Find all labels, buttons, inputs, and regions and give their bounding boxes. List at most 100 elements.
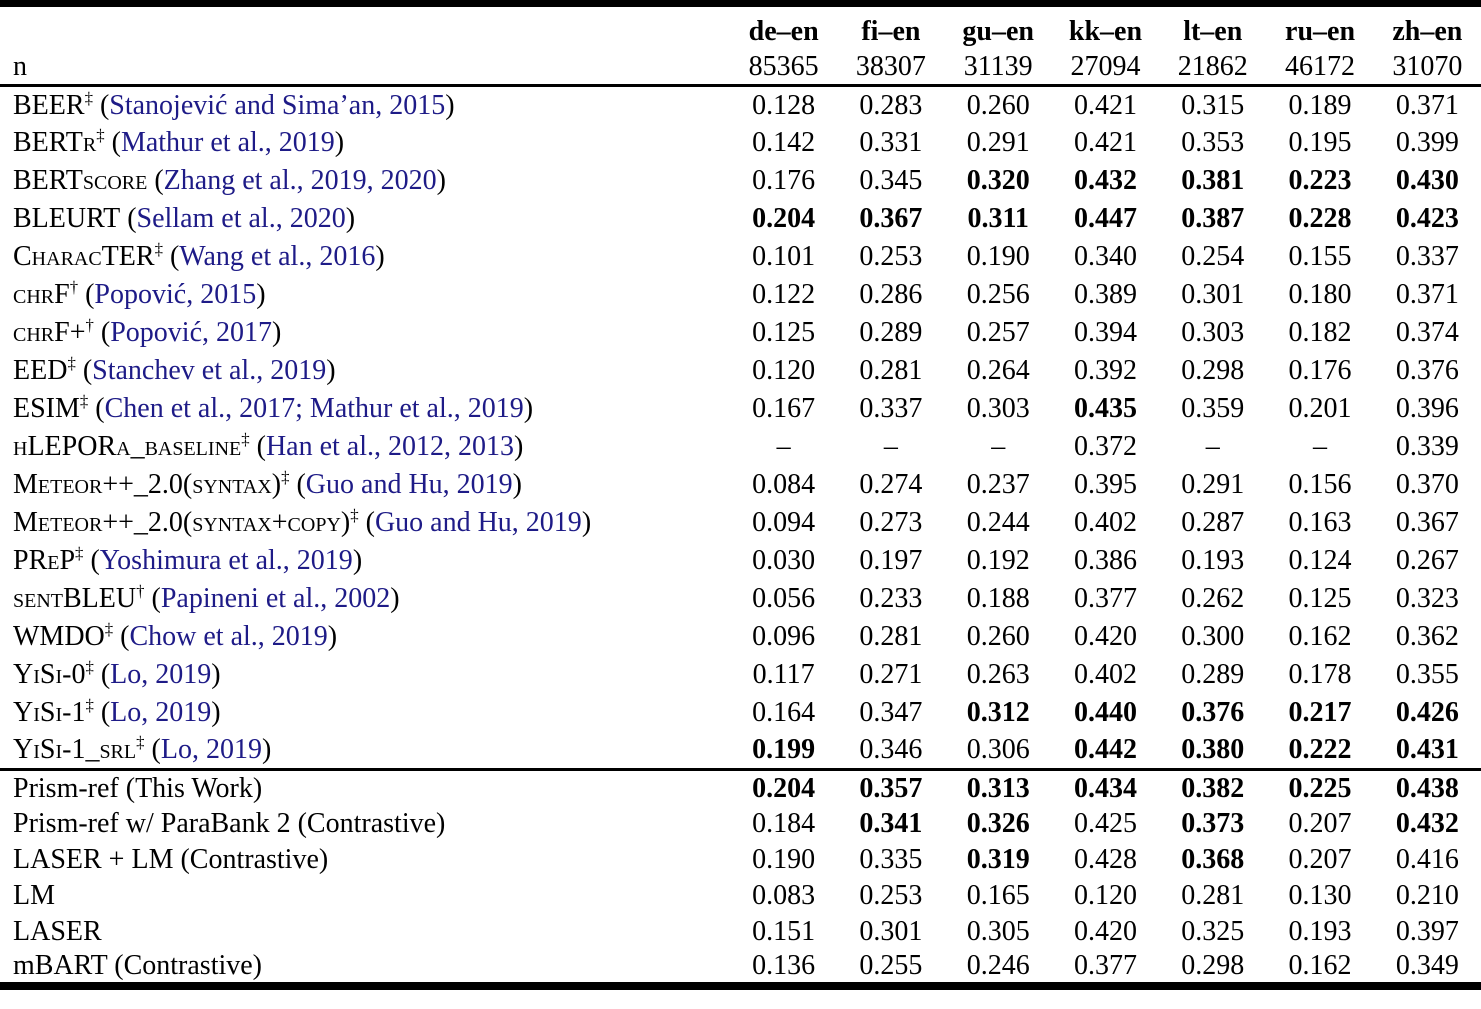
metric-name: YiSi-1 [13,696,86,728]
score-cell: 0.325 [1181,915,1245,947]
footnote-marker: † [85,315,94,335]
citation-open-paren: ( [82,354,93,386]
score-cell: 0.438 [1395,772,1459,804]
footnote-marker: ‡ [104,619,114,639]
table-row: PReP‡ (Yoshimura et al., 2019) 0.030 0.197… [0,542,1481,580]
column-header-language-pair: kk–en [1068,15,1143,47]
segment-count-value: 27094 [1070,50,1141,82]
citation-link[interactable]: Guo and Hu, 2019 [305,468,513,500]
metric-name: hLEPORa_baseline [13,430,242,462]
language-pair-header-row: de–en fi–en gu–en kk–en lt–en ru–en zh–en [0,4,1481,50]
footnote-marker: ‡ [136,732,145,752]
table-row: WMDO‡ (Chow et al., 2019) 0.096 0.281 0.260… [0,618,1481,656]
citation-link[interactable]: Wang et al., 2016 [179,240,376,272]
score-cell: 0.128 [752,89,816,121]
score-cell: 0.136 [752,949,816,981]
metric-name-cell: sentBLEU† (Papineni et al., 2002) [0,580,730,618]
metric-name-cell: mBART (Contrastive) [0,950,730,986]
table-row: chrF† (Popović, 2015) 0.122 0.286 0.256 0.38… [0,276,1481,314]
citation-link[interactable]: Stanchev et al., 2019 [92,354,327,386]
table-row: Prism-ref w/ ParaBank 2 (Contrastive) 0.1… [0,806,1481,842]
score-cell: 0.217 [1288,696,1352,728]
score-cell: 0.125 [752,316,816,348]
metric-name: BERTr [13,126,97,158]
score-cell: 0.286 [859,278,923,310]
segment-count-value: 31070 [1392,50,1463,82]
segment-count-value: 85365 [748,50,819,82]
metric-name: sentBLEU [13,582,137,614]
citation-link[interactable]: Guo and Hu, 2019 [374,506,582,538]
score-cell: 0.176 [1288,354,1352,386]
metric-name: LM [13,879,55,911]
score-cell: 0.255 [859,949,923,981]
table-row: BERTr‡ (Mathur et al., 2019) 0.142 0.331 0.… [0,124,1481,162]
score-cell: 0.204 [752,772,816,804]
score-cell: 0.257 [966,316,1030,348]
citation-open-paren: ( [151,734,161,766]
citation-link[interactable]: Mathur et al., 2019 [120,126,335,158]
citation-link[interactable]: Chow et al., 2019 [129,620,328,652]
score-cell: 0.442 [1073,734,1137,766]
citation-link[interactable]: Lo, 2019 [160,734,262,766]
citation-link[interactable]: Yoshimura et al., 2019 [99,544,353,576]
metric-name: Meteor++_2.0(syntax+copy) [13,506,351,538]
table-row: YiSi-0‡ (Lo, 2019) 0.117 0.271 0.263 0.402 0.… [0,656,1481,694]
citation-link[interactable]: Han et al., 2012, 2013 [265,430,515,462]
score-cell: 0.303 [966,392,1030,424]
score-cell: 0.339 [1395,430,1459,462]
citation-link[interactable]: Popović, 2015 [94,278,257,310]
score-cell: 0.117 [752,658,815,690]
score-cell: 0.335 [859,843,923,875]
score-cell: 0.289 [1181,658,1245,690]
citation-link[interactable]: Lo, 2019 [110,658,212,690]
score-cell: 0.313 [966,772,1030,804]
citation-link[interactable]: Zhang et al., 2019, 2020 [163,164,437,196]
metric-name-cell: YiSi-0‡ (Lo, 2019) [0,656,730,694]
score-cell: 0.373 [1181,807,1245,839]
citation-link[interactable]: Lo, 2019 [110,696,212,728]
score-cell: 0.210 [1395,879,1459,911]
n-row-label: n [13,50,27,82]
score-cell: 0.359 [1181,392,1245,424]
score-cell: 0.323 [1395,582,1459,614]
footnote-marker: ‡ [85,657,94,677]
score-cell: 0.423 [1395,202,1459,234]
score-cell: 0.362 [1395,620,1459,652]
table-row: ESIM‡ (Chen et al., 2017; Mathur et al.,… [0,390,1481,428]
citation-link[interactable]: Papineni et al., 2002 [160,582,391,614]
score-cell: 0.434 [1073,772,1137,804]
table-row: CharacTER‡ (Wang et al., 2016) 0.101 0.253… [0,238,1481,276]
metric-name: WMDO [13,620,105,652]
score-cell: 0.291 [1181,468,1245,500]
metric-name: YiSi-0 [13,658,86,690]
citation-link[interactable]: Stanojević and Sima’an, 2015 [109,89,446,121]
score-cell: 0.273 [859,506,923,538]
metric-name-cell: LASER + LM (Contrastive) [0,842,730,878]
footnote-marker: ‡ [67,353,76,373]
score-cell: 0.392 [1073,354,1137,386]
citation-link[interactable]: Sellam et al., 2020 [136,202,346,234]
score-cell: 0.083 [752,879,816,911]
score-cell: 0.197 [859,544,923,576]
metric-name: EED [13,354,68,386]
citation-link[interactable]: Popović, 2017 [110,316,272,348]
citation-open-paren: ( [151,582,161,614]
metric-name: LASER [13,915,102,947]
metric-name-cell: YiSi-1‡ (Lo, 2019) [0,694,730,732]
score-cell: 0.237 [966,468,1030,500]
citation-link[interactable]: Chen et al., 2017; Mathur et al., 2019 [104,392,524,424]
score-cell: 0.426 [1395,696,1459,728]
metric-name: Prism-ref w/ ParaBank 2 (Contrastive) [13,807,446,839]
score-cell: 0.368 [1181,843,1245,875]
score-cell: 0.430 [1395,164,1459,196]
score-cell: 0.289 [859,316,923,348]
citation-close-paren: ) [445,89,455,121]
score-cell: 0.303 [1181,316,1245,348]
metric-name-cell: LM [0,878,730,914]
metric-name: chrF [13,278,70,310]
score-cell: 0.233 [859,582,923,614]
metric-name: YiSi-1_srl [13,734,137,766]
score-cell: 0.341 [859,807,923,839]
citation-close-paren: ) [514,430,524,462]
